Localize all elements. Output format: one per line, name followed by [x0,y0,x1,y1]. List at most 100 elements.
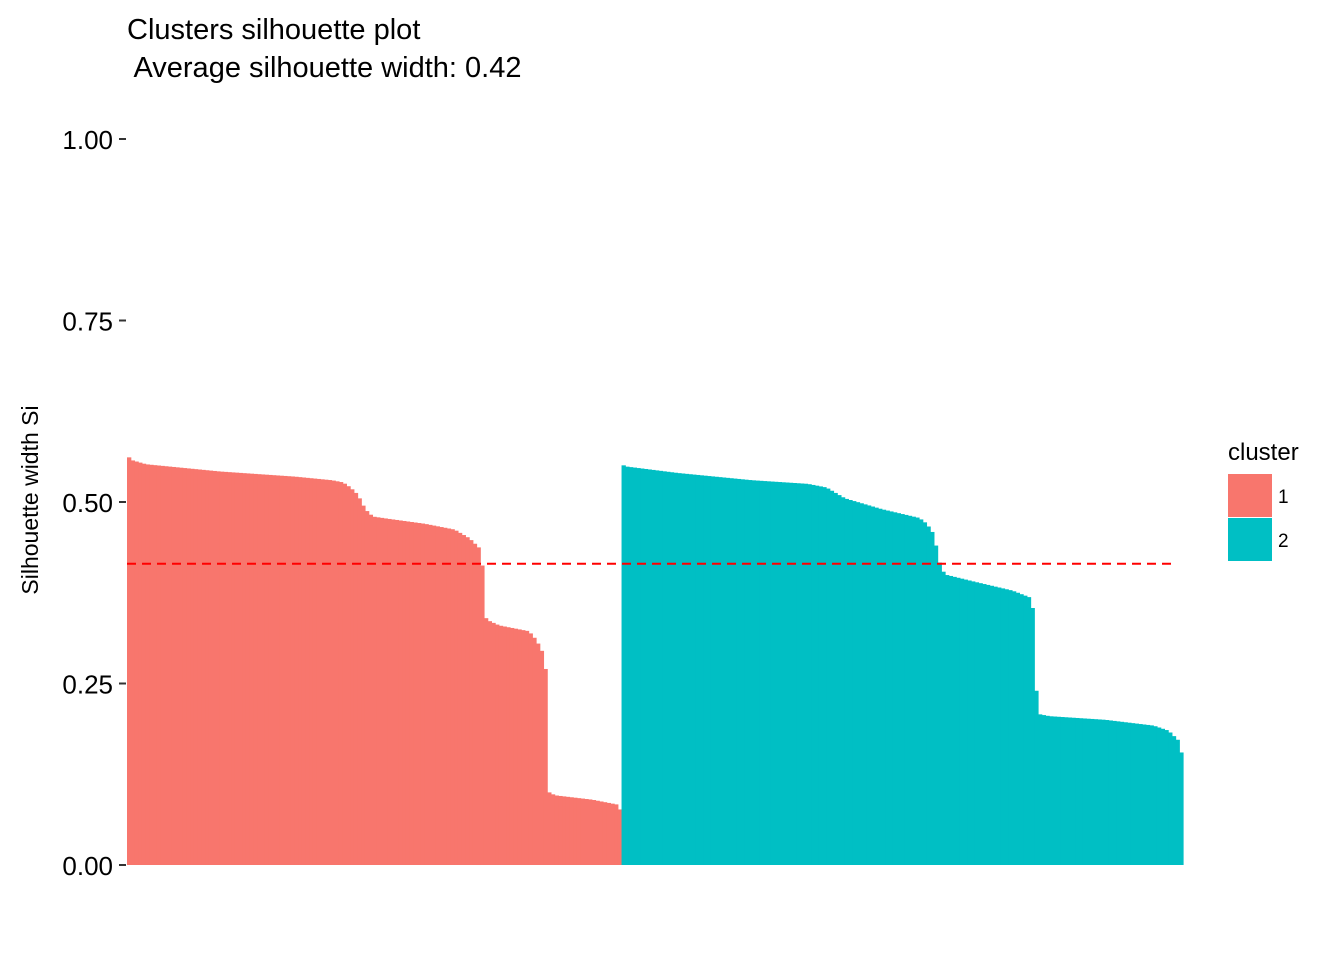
silhouette-bar-cluster-1 [264,474,269,865]
silhouette-bar-cluster-2 [1142,724,1147,865]
silhouette-bar-cluster-2 [937,562,942,865]
silhouette-bar-cluster-2 [1011,591,1017,865]
silhouette-bar-cluster-1 [286,476,292,865]
silhouette-bar-cluster-2 [826,488,831,865]
silhouette-bar-cluster-1 [272,475,277,865]
silhouette-bar-cluster-1 [446,528,452,865]
silhouette-bar-cluster-2 [1056,716,1061,865]
silhouette-bar-cluster-1 [182,468,188,865]
silhouette-bar-cluster-1 [487,621,492,865]
silhouette-bar-cluster-2 [647,469,652,865]
silhouette-bar-cluster-1 [528,633,533,865]
silhouette-bar-cluster-2 [707,476,712,865]
y-tick-label: 0.00 [62,851,113,881]
silhouette-bar-cluster-1 [387,518,392,865]
silhouette-bar-cluster-2 [892,512,898,865]
silhouette-bar-cluster-1 [532,637,537,865]
silhouette-bar-cluster-1 [164,466,169,865]
silhouette-bar-cluster-2 [788,482,794,865]
silhouette-bar-cluster-1 [376,517,381,865]
silhouette-bar-cluster-1 [301,477,307,865]
silhouette-bar-cluster-2 [967,580,972,865]
silhouette-bar-cluster-1 [398,520,403,865]
silhouette-bar-cluster-2 [1156,727,1162,865]
silhouette-bar-cluster-1 [469,540,474,865]
silhouette-bar-cluster-1 [480,565,485,865]
silhouette-bar-cluster-1 [212,470,217,865]
silhouette-bar-cluster-2 [919,519,924,865]
silhouette-bar-cluster-1 [138,462,143,865]
silhouette-bar-cluster-2 [844,498,849,865]
silhouette-bar-cluster-1 [353,492,359,865]
silhouette-bar-cluster-2 [777,482,783,865]
silhouette-bar-cluster-2 [948,575,954,865]
silhouette-bar-cluster-1 [350,489,355,865]
silhouette-bar-cluster-1 [379,517,385,865]
silhouette-bar-cluster-2 [692,474,697,865]
silhouette-bar-cluster-1 [141,463,147,865]
silhouette-bar-cluster-1 [569,797,574,865]
silhouette-bar-cluster-1 [588,799,593,865]
silhouette-bar-cluster-2 [800,483,805,865]
silhouette-bar-cluster-1 [595,800,600,865]
silhouette-bar-cluster-2 [1015,592,1020,865]
silhouette-bar-cluster-1 [171,466,176,865]
silhouette-bar-cluster-2 [1123,722,1128,865]
silhouette-bar-cluster-1 [324,479,329,865]
silhouette-bar-cluster-1 [275,475,281,865]
silhouette-bar-cluster-2 [662,471,667,865]
silhouette-bar-cluster-2 [870,506,875,865]
silhouette-bar-cluster-1 [342,483,347,865]
silhouette-bar-cluster-1 [610,803,615,865]
silhouette-bar-cluster-2 [811,484,816,865]
silhouette-bar-cluster-2 [1149,725,1154,865]
silhouette-bar-cluster-2 [833,492,838,865]
silhouette-bar-cluster-2 [651,469,656,865]
silhouette-bar-cluster-1 [580,798,585,865]
legend: cluster 12 [1228,439,1299,561]
silhouette-bar-cluster-1 [201,469,206,865]
silhouette-bar-cluster-1 [513,628,519,865]
silhouette-bar-cluster-2 [1104,720,1110,865]
silhouette-bar-cluster-1 [431,525,437,865]
silhouette-bar-cluster-1 [316,478,321,865]
silhouette-bar-cluster-2 [1008,590,1013,865]
silhouette-bar-cluster-2 [859,503,864,865]
silhouette-bar-cluster-2 [729,478,734,865]
silhouette-bar-cluster-1 [547,792,552,865]
silhouette-bar-cluster-2 [1060,717,1065,865]
silhouette-bar-cluster-1 [461,535,466,865]
silhouette-bar-cluster-1 [134,461,139,865]
silhouette-bar-cluster-2 [632,467,638,865]
silhouette-bar-cluster-2 [781,482,786,865]
silhouette-bar-cluster-2 [718,477,723,865]
silhouette-bar-cluster-2 [989,585,994,865]
silhouette-bar-cluster-2 [621,465,626,865]
silhouette-bar-cluster-1 [153,465,158,865]
silhouette-bar-cluster-1 [428,524,433,865]
silhouette-bar-cluster-1 [331,480,336,865]
silhouette-bar-cluster-2 [655,470,660,865]
silhouette-bar-cluster-2 [807,484,812,865]
silhouette-bar-cluster-2 [941,571,946,865]
silhouette-bar-cluster-2 [978,583,983,865]
silhouette-bar-cluster-2 [1138,724,1143,865]
silhouette-bar-cluster-1 [361,505,366,865]
silhouette-bar-cluster-2 [889,511,894,865]
silhouette-bar-cluster-2 [930,531,935,865]
silhouette-bar-cluster-2 [1034,690,1039,865]
silhouette-bar-cluster-2 [747,480,753,865]
silhouette-bar-cluster-2 [721,477,727,865]
silhouette-bar-cluster-2 [755,480,760,865]
silhouette-bar-cluster-2 [1026,597,1032,865]
silhouette-bar-cluster-1 [238,472,243,865]
silhouette-bar-cluster-1 [149,464,154,865]
silhouette-bar-cluster-1 [599,801,604,865]
silhouette-bar-cluster-1 [167,466,173,865]
silhouette-bar-cluster-2 [733,478,738,865]
silhouette-bar-cluster-1 [197,469,202,865]
silhouette-bar-cluster-2 [1097,719,1102,865]
silhouette-bar-cluster-2 [1119,721,1125,865]
silhouette-bar-cluster-1 [554,795,559,865]
silhouette-bar-cluster-2 [963,579,968,865]
